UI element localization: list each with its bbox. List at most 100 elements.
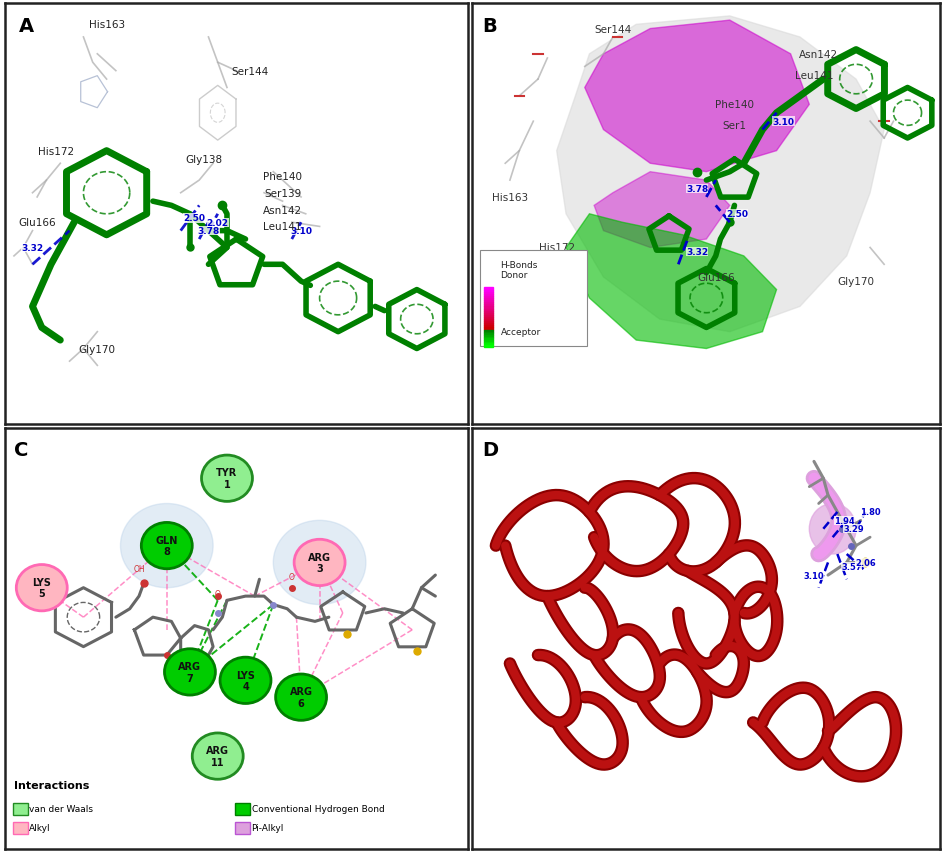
Bar <box>483 301 492 303</box>
Text: His163: His163 <box>89 20 125 31</box>
Text: 3.78: 3.78 <box>197 227 219 235</box>
Bar <box>483 313 492 316</box>
Text: Conventional Hydrogen Bond: Conventional Hydrogen Bond <box>251 804 384 813</box>
FancyBboxPatch shape <box>235 821 250 833</box>
Text: van der Waals: van der Waals <box>29 804 93 813</box>
Bar <box>483 328 492 330</box>
Text: LYS
5: LYS 5 <box>32 577 51 599</box>
Text: 3.78: 3.78 <box>685 185 707 194</box>
Text: Ser1: Ser1 <box>722 121 746 131</box>
Text: B: B <box>481 17 497 36</box>
Bar <box>483 309 492 311</box>
Bar <box>483 337 492 339</box>
Text: ARG
7: ARG 7 <box>178 661 201 683</box>
Text: 2.02: 2.02 <box>207 218 228 228</box>
Bar <box>483 320 492 322</box>
Bar <box>483 345 492 347</box>
Text: H-Bonds
Donor: H-Bonds Donor <box>500 261 537 280</box>
Text: Ser144: Ser144 <box>594 25 631 34</box>
Circle shape <box>192 733 243 780</box>
Ellipse shape <box>808 504 855 554</box>
Text: 3.32: 3.32 <box>685 248 707 257</box>
Text: Gly170: Gly170 <box>78 344 116 354</box>
Bar <box>483 307 492 309</box>
Bar <box>483 288 492 290</box>
Text: Leu141: Leu141 <box>263 222 301 232</box>
Text: Interactions: Interactions <box>14 780 90 790</box>
Text: O: O <box>289 572 295 582</box>
Text: ARG
6: ARG 6 <box>289 687 312 708</box>
Text: Leu141: Leu141 <box>794 71 833 81</box>
Text: C: C <box>14 441 28 460</box>
Text: His172: His172 <box>38 147 74 156</box>
Text: Ser144: Ser144 <box>231 67 268 77</box>
Text: Glu166: Glu166 <box>18 218 56 228</box>
Circle shape <box>164 649 215 695</box>
Bar <box>483 331 492 333</box>
Text: LYS
4: LYS 4 <box>236 670 255 691</box>
Text: O: O <box>214 589 221 599</box>
Circle shape <box>142 523 192 569</box>
Text: Acceptor: Acceptor <box>500 328 540 337</box>
Bar <box>483 293 492 294</box>
Text: Phe140: Phe140 <box>262 171 302 182</box>
Text: Asn142: Asn142 <box>262 206 302 215</box>
FancyBboxPatch shape <box>13 803 28 815</box>
Text: 1.80: 1.80 <box>859 508 880 517</box>
Bar <box>483 317 492 320</box>
Text: Pi-Alkyl: Pi-Alkyl <box>251 823 283 833</box>
Bar <box>483 316 492 317</box>
Text: 3.57: 3.57 <box>840 562 861 572</box>
Polygon shape <box>584 21 808 172</box>
Polygon shape <box>594 172 729 248</box>
Text: GLN
8: GLN 8 <box>156 535 177 557</box>
Bar <box>483 294 492 297</box>
Text: 3.32: 3.32 <box>22 244 43 252</box>
Text: ARG
3: ARG 3 <box>308 552 330 573</box>
Bar <box>483 344 492 345</box>
Bar <box>483 290 492 293</box>
Bar <box>483 340 492 342</box>
Text: 2.50: 2.50 <box>183 214 206 223</box>
Text: Gly170: Gly170 <box>836 277 873 287</box>
Bar <box>483 339 492 340</box>
Bar <box>483 324 492 326</box>
Circle shape <box>220 658 271 704</box>
Text: 3.29: 3.29 <box>843 525 863 534</box>
FancyBboxPatch shape <box>13 821 28 833</box>
Bar <box>483 326 492 328</box>
Circle shape <box>273 520 365 605</box>
Circle shape <box>294 540 345 586</box>
Bar <box>483 342 492 344</box>
Bar <box>483 303 492 305</box>
Text: 3.10: 3.10 <box>802 571 823 580</box>
Text: A: A <box>19 17 34 36</box>
Bar <box>483 334 492 335</box>
Bar <box>483 335 492 337</box>
Text: 3.10: 3.10 <box>772 118 794 126</box>
Text: Asn142: Asn142 <box>799 49 837 60</box>
Circle shape <box>120 504 212 588</box>
Bar <box>483 305 492 307</box>
Text: Alkyl: Alkyl <box>29 823 51 833</box>
Bar <box>483 299 492 301</box>
Text: D: D <box>481 441 497 460</box>
Text: 2.06: 2.06 <box>854 558 875 567</box>
Text: Gly138: Gly138 <box>185 155 222 165</box>
Circle shape <box>16 565 67 611</box>
Bar <box>483 297 492 299</box>
Text: His172: His172 <box>538 243 574 253</box>
Text: 3.10: 3.10 <box>290 227 312 235</box>
Text: His163: His163 <box>491 193 528 203</box>
FancyBboxPatch shape <box>235 803 250 815</box>
Text: ARG
11: ARG 11 <box>206 746 229 767</box>
Bar <box>483 333 492 334</box>
Bar <box>483 322 492 324</box>
FancyBboxPatch shape <box>479 250 586 347</box>
Polygon shape <box>565 214 776 349</box>
Polygon shape <box>556 17 884 333</box>
Text: Glu166: Glu166 <box>696 273 733 282</box>
Circle shape <box>201 456 252 502</box>
Text: 2.50: 2.50 <box>725 210 747 219</box>
Text: OH: OH <box>133 564 144 573</box>
